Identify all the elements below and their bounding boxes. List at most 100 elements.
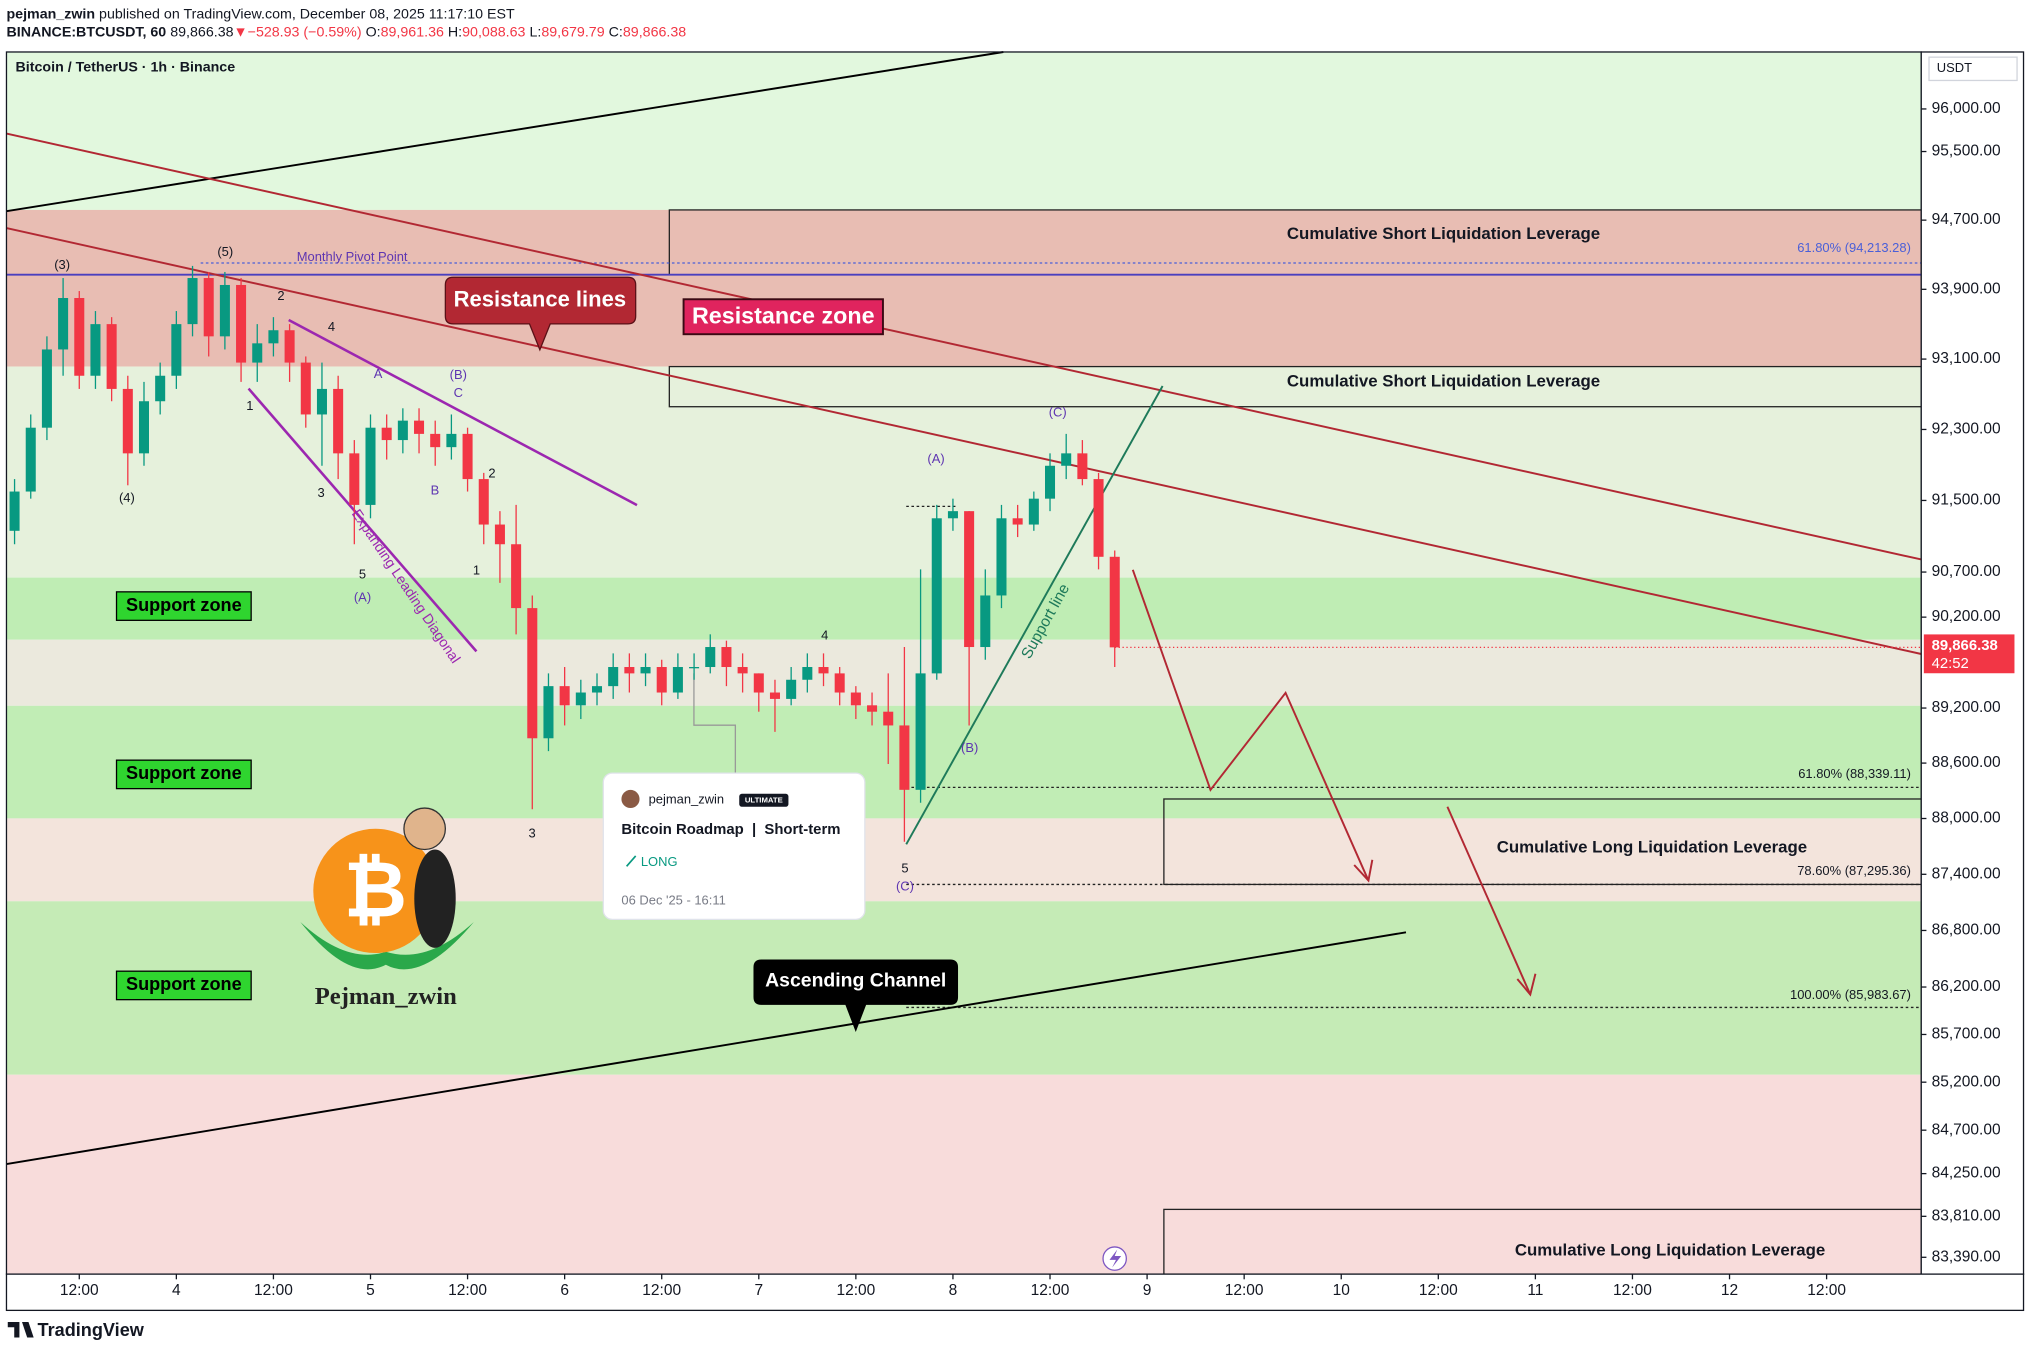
logo-head bbox=[403, 807, 447, 851]
candle-body bbox=[90, 324, 101, 376]
candle-body bbox=[672, 667, 683, 693]
candle-body bbox=[511, 544, 522, 609]
logo-leaf bbox=[300, 921, 474, 970]
symbol: BINANCE:BTCUSDT, 60 bbox=[6, 24, 166, 40]
candle-body bbox=[850, 692, 861, 706]
candle-body bbox=[1044, 465, 1056, 499]
candle-body bbox=[867, 705, 878, 712]
wave-label: 4 bbox=[821, 627, 828, 642]
liq-label: Cumulative Short Liquidation Leverage bbox=[1287, 224, 1600, 243]
resistance-line bbox=[6, 132, 1922, 561]
y-tick-label: 83,810.00 bbox=[1932, 1207, 2001, 1224]
candle-body bbox=[300, 362, 311, 415]
callout-text: Resistance lines bbox=[454, 286, 626, 311]
candle-body bbox=[414, 420, 425, 434]
candle-body bbox=[219, 284, 230, 337]
candle-body bbox=[1109, 556, 1120, 648]
y-tick-label: 84,250.00 bbox=[1932, 1165, 2001, 1182]
y-tick-label: 83,390.00 bbox=[1932, 1248, 2001, 1265]
candle-body bbox=[446, 433, 457, 448]
long-icon bbox=[625, 855, 637, 867]
wave-label: (5) bbox=[217, 244, 233, 259]
candle-body bbox=[947, 511, 958, 519]
candle-body bbox=[252, 343, 263, 363]
x-tick-label: 7 bbox=[754, 1282, 763, 1299]
wave-label: 5 bbox=[901, 860, 908, 875]
candle-body bbox=[171, 324, 182, 376]
support-line bbox=[905, 385, 1164, 845]
candle-body bbox=[122, 388, 133, 454]
card-direction: LONG bbox=[641, 854, 678, 869]
last-price-tag bbox=[1923, 634, 2015, 674]
header-line-1: pejman_zwin published on TradingView.com… bbox=[6, 6, 515, 22]
zone bbox=[6, 51, 1922, 210]
change: −528.93 (−0.59%) bbox=[248, 24, 362, 40]
candle-body bbox=[138, 401, 150, 454]
x-tick-label: 12:00 bbox=[1225, 1282, 1264, 1299]
badge bbox=[739, 793, 789, 807]
candle-body bbox=[769, 692, 780, 699]
candle-body bbox=[106, 324, 117, 389]
x-tick-label: 12:00 bbox=[1807, 1282, 1846, 1299]
pivot-label: Monthly Pivot Point bbox=[297, 249, 408, 264]
x-tick-label: 8 bbox=[949, 1282, 958, 1299]
candle-body bbox=[203, 278, 214, 337]
x-tick-label: 12:00 bbox=[60, 1282, 99, 1299]
h: 90,088.63 bbox=[462, 24, 525, 40]
callout-text: Ascending Channel bbox=[765, 970, 946, 992]
wave-label: 5 bbox=[359, 566, 366, 581]
x-tick-label: 12 bbox=[1721, 1282, 1738, 1299]
candle-body bbox=[753, 673, 764, 693]
diagonal-line bbox=[288, 318, 638, 507]
y-tick-label: 88,000.00 bbox=[1932, 810, 2001, 827]
wave-label: (A) bbox=[354, 590, 371, 605]
o: 89,961.36 bbox=[381, 24, 444, 40]
zone bbox=[6, 366, 1922, 578]
fib-label: 61.80% (94,213.28) bbox=[1797, 240, 1911, 255]
fib-label: 61.80% (88,339.11) bbox=[1798, 766, 1911, 781]
y-tick-label: 86,200.00 bbox=[1932, 978, 2001, 995]
y-tick-label: 90,700.00 bbox=[1932, 563, 2001, 580]
zones bbox=[6, 51, 1922, 1275]
candle-body bbox=[818, 667, 829, 674]
candle-body bbox=[1093, 479, 1104, 557]
candle-body bbox=[1028, 498, 1039, 525]
wave-label: 3 bbox=[528, 825, 535, 840]
x-tick-label: 12:00 bbox=[1613, 1282, 1652, 1299]
support-zone bbox=[6, 577, 1922, 640]
wave-label: A bbox=[374, 366, 383, 381]
x-tick-label: 12:00 bbox=[1419, 1282, 1458, 1299]
l-label: L: bbox=[529, 24, 541, 40]
x-tick-label: 9 bbox=[1143, 1282, 1152, 1299]
x-tick-label: 12:00 bbox=[1031, 1282, 1070, 1299]
candle-body bbox=[58, 298, 69, 350]
candle-body bbox=[980, 595, 991, 648]
published: published on TradingView.com, December 0… bbox=[99, 6, 515, 22]
event-bolt bbox=[1109, 1249, 1122, 1268]
card-bg[interactable] bbox=[602, 772, 866, 921]
arrow-head bbox=[1516, 973, 1537, 997]
fib-label: 100.00% (85,983.67) bbox=[1790, 987, 1911, 1002]
x-tick-label: 4 bbox=[172, 1282, 181, 1299]
y-tick-label: 88,600.00 bbox=[1932, 754, 2001, 771]
candle-body bbox=[575, 692, 586, 706]
chart-title: Bitcoin / TetherUS · 1h · Binance bbox=[16, 59, 236, 75]
candle-body bbox=[155, 375, 166, 402]
c: 89,866.38 bbox=[623, 24, 686, 40]
projection-path bbox=[1446, 806, 1532, 995]
support-badge bbox=[115, 970, 252, 1001]
x-tick-label: 6 bbox=[560, 1282, 569, 1299]
author: pejman_zwin bbox=[6, 6, 95, 22]
wave-label: 4 bbox=[328, 319, 335, 334]
candle-body bbox=[721, 647, 732, 668]
candle-body bbox=[964, 511, 975, 648]
candle-body bbox=[996, 518, 1007, 596]
candle-body bbox=[9, 491, 20, 531]
y-tick-label: 95,500.00 bbox=[1932, 143, 2001, 160]
wave-label: (4) bbox=[119, 490, 135, 505]
logo-symbol: ₿ bbox=[344, 848, 407, 934]
candle-body bbox=[543, 686, 554, 739]
projection-path bbox=[1131, 569, 1370, 881]
candle-body bbox=[915, 673, 926, 790]
